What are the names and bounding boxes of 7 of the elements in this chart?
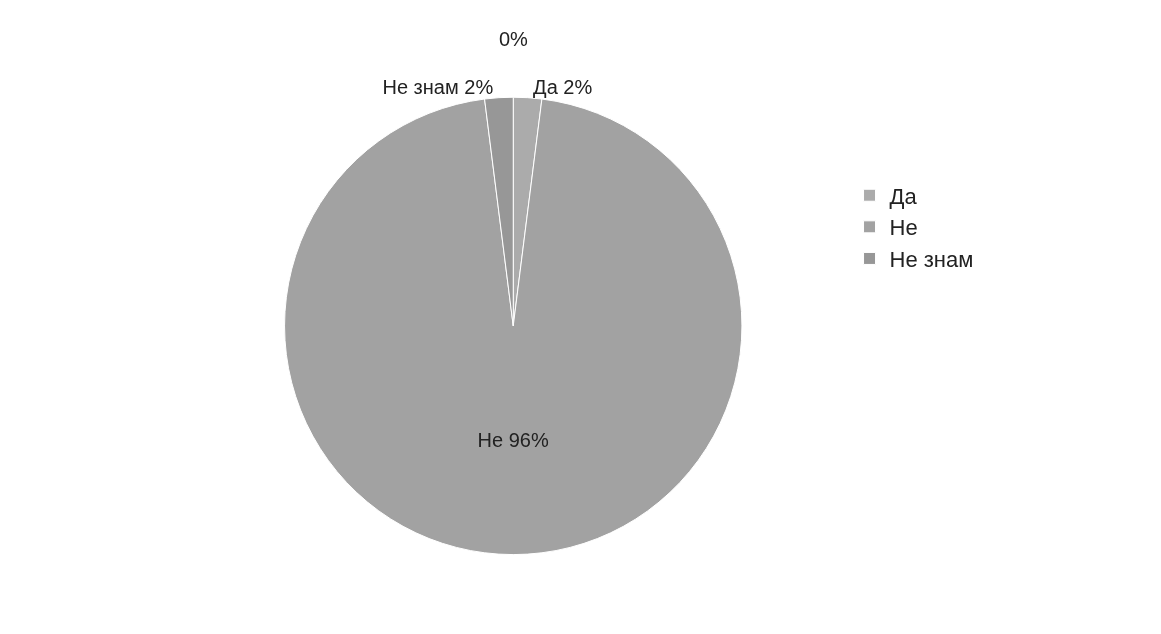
legend-label: Не знам bbox=[889, 247, 974, 273]
data-label: Не знам 2% bbox=[382, 75, 494, 98]
legend-label: Не bbox=[889, 215, 918, 241]
data-label: Не 96% bbox=[477, 429, 549, 452]
legend-label: Да bbox=[889, 183, 918, 209]
text: 0% bbox=[499, 28, 529, 50]
data-label: Да 2% bbox=[533, 75, 593, 98]
